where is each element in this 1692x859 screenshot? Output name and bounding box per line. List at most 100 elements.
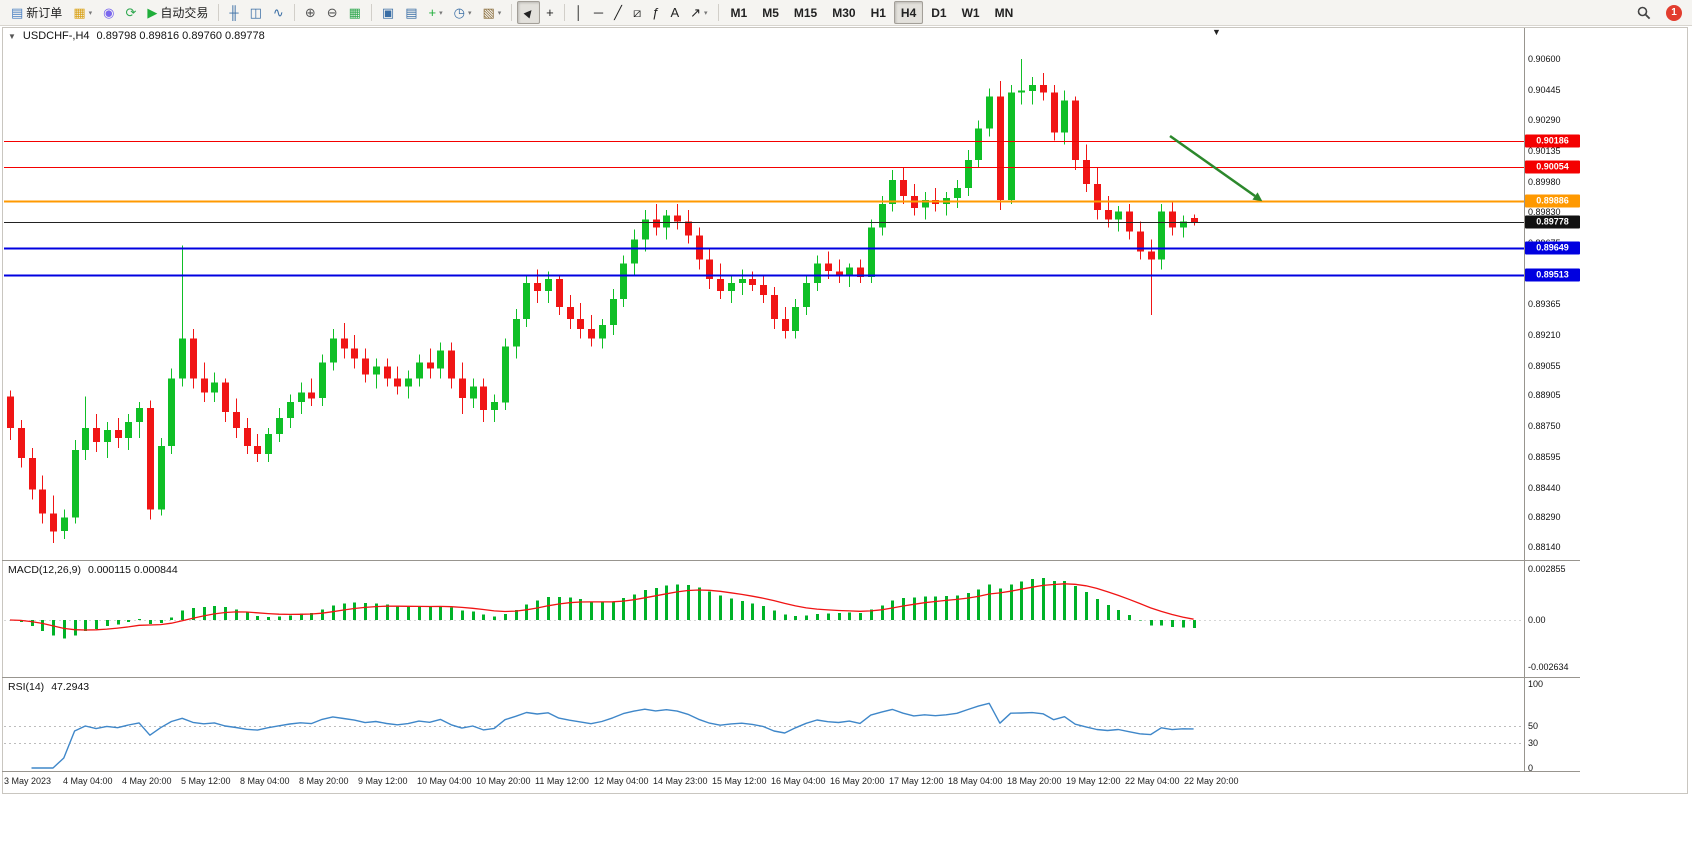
dropdown-caret-icon: ▾ (704, 9, 708, 17)
line-chart-button[interactable]: ∿ (268, 1, 289, 24)
time-axis-label: 14 May 23:00 (653, 776, 708, 786)
timeframe-m5-label: M5 (762, 5, 779, 20)
macd-signal-line (9, 583, 1194, 631)
timeframe-h1-label: H1 (870, 5, 886, 20)
timeframe-d1-button[interactable]: D1 (924, 1, 953, 24)
price-axis-tick: 0.88290 (1528, 512, 1561, 523)
timeframe-m30-button[interactable]: M30 (825, 1, 862, 24)
dropdown-caret-icon: ▾ (497, 9, 502, 17)
rsi-axis-tick: 100 (1528, 679, 1544, 689)
templates-button[interactable]: ▧ ▾ (477, 1, 506, 24)
timeframe-h4-button[interactable]: H4 (893, 1, 924, 24)
timeframe-h1-button[interactable]: H1 (864, 1, 893, 24)
price-axis-tick: 0.90600 (1528, 53, 1561, 64)
price-axis-tick: 0.89210 (1528, 329, 1561, 340)
rsi-panel[interactable] (3, 678, 1524, 771)
tile-windows-button[interactable]: ▦ (344, 1, 366, 24)
refresh-icon: ⟳ (125, 5, 137, 20)
search-button[interactable] (1631, 1, 1657, 24)
time-axis-label: 18 May 20:00 (1007, 776, 1062, 786)
time-axis-label: 18 May 04:00 (948, 776, 1003, 786)
price-axis-tick: 0.89055 (1528, 360, 1561, 371)
time-axis-label: 10 May 20:00 (476, 776, 531, 786)
candlestick-chart-icon: ◫ (249, 5, 262, 20)
timeframe-m15-button[interactable]: M15 (787, 1, 824, 24)
trendline-button[interactable]: ╱ (609, 1, 627, 24)
periods-icon: ◷ (453, 5, 465, 20)
symbol-period-label: USDCHF-,H4 (22, 30, 90, 42)
price-axis-tick: 0.88595 (1528, 451, 1561, 462)
timeframe-w1-button[interactable]: W1 (955, 1, 987, 24)
time-axis-label: 19 May 12:00 (1066, 776, 1121, 786)
add-indicator-button[interactable]: + ▾ (424, 1, 448, 24)
new-chart-icon: ▦ (73, 5, 86, 20)
rsi-value: 47.2943 (51, 681, 90, 693)
tile-horizontal-icon: ▤ (405, 5, 418, 20)
rsi-axis-tick: 50 (1528, 721, 1539, 731)
timeframe-d1-label: D1 (931, 5, 947, 20)
price-axis-separator (1524, 28, 1525, 771)
horizontal-line-button[interactable]: ─ (589, 1, 608, 24)
dropdown-caret-icon: ▾ (439, 9, 443, 17)
tile-horizontal-button[interactable]: ▤ (400, 1, 422, 24)
timeframe-m1-button[interactable]: M1 (724, 1, 755, 24)
price-line-label: 0.89649 (1525, 241, 1580, 255)
periods-button[interactable]: ◷ ▾ (449, 1, 477, 24)
autotrade-button[interactable]: ▶ 自动交易 (142, 1, 213, 24)
rsi-label: RSI(14) 47.2943 (8, 681, 89, 693)
zoom-in-button[interactable]: ⊕ (300, 1, 321, 24)
time-axis-label: 22 May 20:00 (1184, 776, 1239, 786)
trendline-icon: ╱ (614, 5, 622, 20)
fibonacci-icon: ƒ (652, 5, 660, 20)
price-axis-tick: 0.90445 (1528, 84, 1561, 95)
macd-values: 0.000115 0.000844 (87, 564, 178, 576)
notification-badge[interactable]: 1 (1666, 4, 1682, 21)
price-axis-tick: 0.88750 (1528, 421, 1561, 432)
price-axis-tick: 0.89980 (1528, 176, 1561, 187)
toolbar-separator (218, 4, 220, 21)
cascade-windows-icon: ▣ (381, 5, 395, 20)
macd-axis-tick: -0.002634 (1528, 661, 1569, 672)
time-axis-label: 11 May 12:00 (535, 776, 589, 786)
rsi-name: RSI(14) (8, 681, 45, 693)
time-axis-separator (2, 771, 1580, 772)
timeframe-m15-label: M15 (793, 5, 818, 20)
macd-panel-separator[interactable] (2, 560, 1580, 561)
fibonacci-button[interactable]: ƒ (647, 1, 664, 24)
cursor-button[interactable]: ► (517, 1, 541, 24)
channel-button[interactable]: ⧄ (628, 1, 646, 24)
timeframe-m5-button[interactable]: M5 (755, 1, 786, 24)
timeframe-mn-button[interactable]: MN (988, 1, 1021, 24)
time-axis-label: 16 May 04:00 (771, 776, 826, 786)
refresh-button[interactable]: ⟳ (120, 1, 141, 24)
arrows-button[interactable]: ↗ ▾ (685, 1, 712, 24)
cascade-windows-button[interactable]: ▣ (377, 1, 399, 24)
bar-chart-button[interactable]: ╫ (224, 1, 243, 24)
price-line-label: 0.90186 (1525, 134, 1580, 148)
zoom-out-button[interactable]: ⊖ (322, 1, 343, 24)
horizontal-line-objects[interactable] (4, 141, 1524, 277)
collapse-icon[interactable]: ▼ (8, 31, 16, 41)
candlestick-chart-button[interactable]: ◫ (245, 1, 267, 24)
crosshair-button[interactable]: + (541, 1, 559, 24)
rsi-axis-tick: 0 (1528, 763, 1534, 773)
price-axis-tick: 0.90135 (1528, 146, 1561, 157)
time-axis-label: 4 May 20:00 (122, 776, 172, 786)
price-line-label: 0.90054 (1525, 160, 1580, 174)
text-button[interactable]: A (665, 1, 684, 24)
vertical-line-button[interactable]: │ (570, 1, 588, 24)
time-axis-label: 5 May 12:00 (181, 776, 231, 786)
new-order-button[interactable]: ▤ 新订单 (6, 1, 67, 24)
rsi-panel-separator[interactable] (2, 677, 1580, 678)
rsi-line (31, 702, 1194, 769)
toolbar-separator (511, 4, 513, 21)
new-chart-button[interactable]: ▦ ▾ (68, 1, 97, 24)
profiles-button[interactable]: ◉ (98, 1, 119, 24)
zoom-out-icon: ⊖ (326, 5, 338, 20)
macd-name: MACD(12,26,9) (8, 564, 81, 576)
arrow-object[interactable] (1169, 134, 1263, 202)
bar-chart-icon: ╫ (229, 5, 239, 20)
new-order-icon: ▤ (11, 5, 24, 20)
candlesticks (7, 59, 1198, 544)
